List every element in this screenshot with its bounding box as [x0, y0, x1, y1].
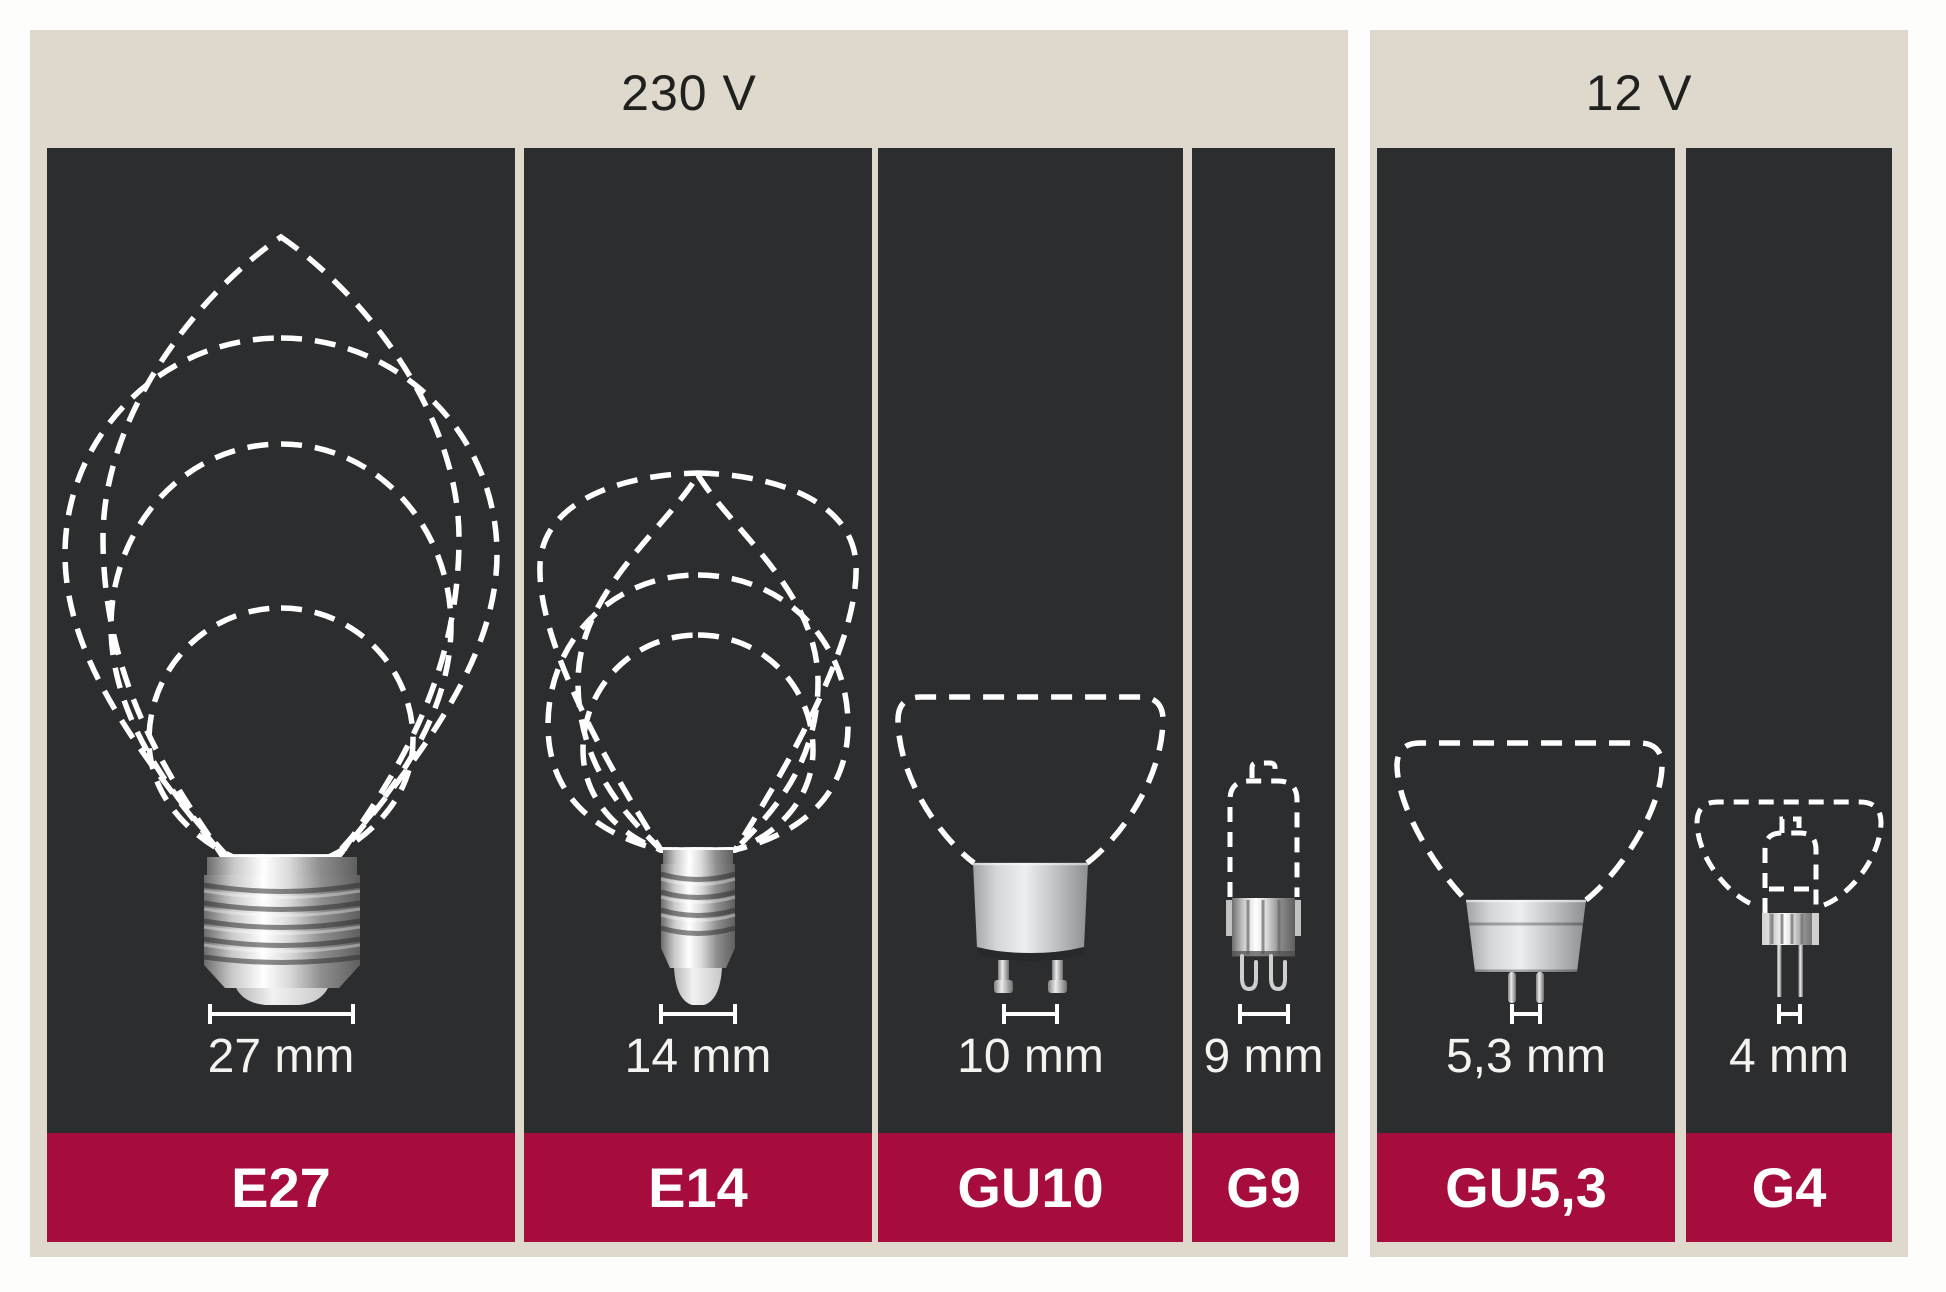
g9-capsule-outline-and-base — [1226, 760, 1301, 1024]
g9-socket-name: G9 — [1226, 1156, 1301, 1219]
gu53-base-photo — [1466, 899, 1586, 1003]
e27-size-label: 27 mm — [207, 1030, 355, 1083]
bulb-outline-icon — [545, 572, 851, 853]
g4-measure-scale-bar — [1777, 1004, 1802, 1024]
bulb-outline-icon — [580, 632, 816, 853]
column-e27: 27 mm E27 — [47, 148, 515, 1242]
e27-screw-base-photo — [203, 857, 361, 1005]
g9-footer: G9 — [1192, 1133, 1335, 1242]
column-gu10: 10 mm GU10 — [878, 148, 1183, 1242]
column-gu53: 5,3 mm GU5,3 — [1377, 148, 1675, 1242]
column-gu10-canvas: 10 mm — [878, 148, 1183, 1133]
g4-size-label: 4 mm — [1729, 1030, 1849, 1083]
e14-footer: E14 — [524, 1133, 872, 1242]
bulb-outline-icon — [537, 470, 859, 853]
e27-footer: E27 — [47, 1133, 515, 1242]
panel-12v-title: 12 V — [1585, 65, 1693, 121]
capsule-cap-outline-icon — [1779, 816, 1802, 833]
e14-bulb-outlines-and-base — [537, 469, 859, 1024]
column-e14-canvas: 14 mm — [524, 148, 872, 1133]
spot-outline-icon — [895, 694, 1166, 866]
gu10-socket-name: GU10 — [957, 1156, 1104, 1219]
panel-12v: 12 V — [1370, 30, 1908, 1257]
g9-base-photo — [1226, 898, 1301, 992]
column-gu53-canvas: 5,3 mm — [1377, 148, 1675, 1133]
gu53-footer: GU5,3 — [1377, 1133, 1675, 1242]
gu10-base-photo — [973, 862, 1088, 993]
g4-base-photo — [1762, 913, 1819, 997]
column-e27-canvas: 27 mm — [47, 148, 515, 1133]
e14-measure-scale-bar — [659, 1004, 737, 1024]
gu10-footer: GU10 — [878, 1133, 1183, 1242]
bulb-outline-icon — [146, 605, 416, 860]
capsule-outline-icon — [1227, 778, 1300, 897]
gu10-measure-scale-bar — [1002, 1004, 1059, 1024]
g9-measure-scale-bar — [1238, 1004, 1290, 1024]
e27-measure-scale-bar — [208, 1004, 355, 1024]
column-e14: 14 mm E14 — [524, 148, 872, 1242]
panel-230v: 230 V — [30, 30, 1348, 1257]
panel-230v-title: 230 V — [621, 65, 757, 121]
e14-socket-name: E14 — [648, 1156, 748, 1219]
capsule-cap-outline-icon — [1249, 760, 1278, 778]
bulb-outline-icon — [62, 335, 500, 860]
column-g4: 4 mm G4 — [1686, 148, 1892, 1242]
spot-outline-icon — [1694, 799, 1884, 908]
e27-socket-name: E27 — [231, 1156, 331, 1219]
gu53-measure-scale-bar — [1510, 1004, 1542, 1024]
gu10-spot-outline-and-base — [895, 694, 1166, 1024]
g9-size-label: 9 mm — [1203, 1030, 1324, 1083]
g4-socket-name: G4 — [1751, 1156, 1827, 1219]
gu53-socket-name: GU5,3 — [1445, 1156, 1607, 1219]
gu53-spot-outline-and-base — [1394, 740, 1665, 1024]
column-g4-canvas: 4 mm — [1686, 148, 1892, 1133]
bulb-outline-icon — [575, 469, 821, 853]
column-g9-canvas: 9 mm — [1192, 148, 1335, 1133]
gu10-size-label: 10 mm — [957, 1030, 1104, 1083]
g4-footer: G4 — [1686, 1133, 1892, 1242]
column-g9: 9 mm G9 — [1192, 148, 1335, 1242]
g4-outline-and-base — [1694, 799, 1884, 1024]
e14-size-label: 14 mm — [624, 1030, 772, 1083]
gu53-size-label: 5,3 mm — [1445, 1030, 1607, 1083]
capsule-outline-icon — [1762, 830, 1819, 913]
spot-outline-icon — [1394, 740, 1665, 903]
e27-bulb-outlines-and-base — [62, 233, 500, 1024]
e14-screw-base-photo — [660, 850, 736, 1005]
